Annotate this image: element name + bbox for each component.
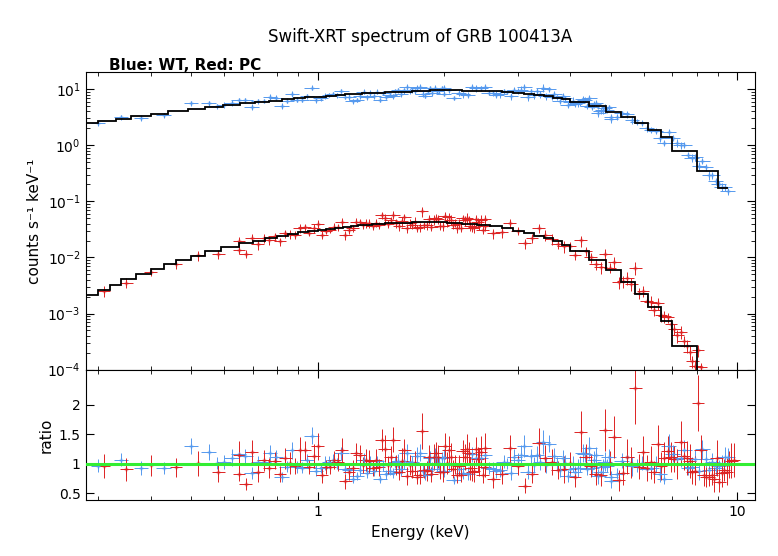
Y-axis label: counts s⁻¹ keV⁻¹: counts s⁻¹ keV⁻¹ <box>26 158 42 284</box>
X-axis label: Energy (keV): Energy (keV) <box>371 525 469 540</box>
Text: Swift-XRT spectrum of GRB 100413A: Swift-XRT spectrum of GRB 100413A <box>268 28 573 46</box>
Y-axis label: ratio: ratio <box>38 418 53 453</box>
Text: Blue: WT, Red: PC: Blue: WT, Red: PC <box>109 58 261 73</box>
